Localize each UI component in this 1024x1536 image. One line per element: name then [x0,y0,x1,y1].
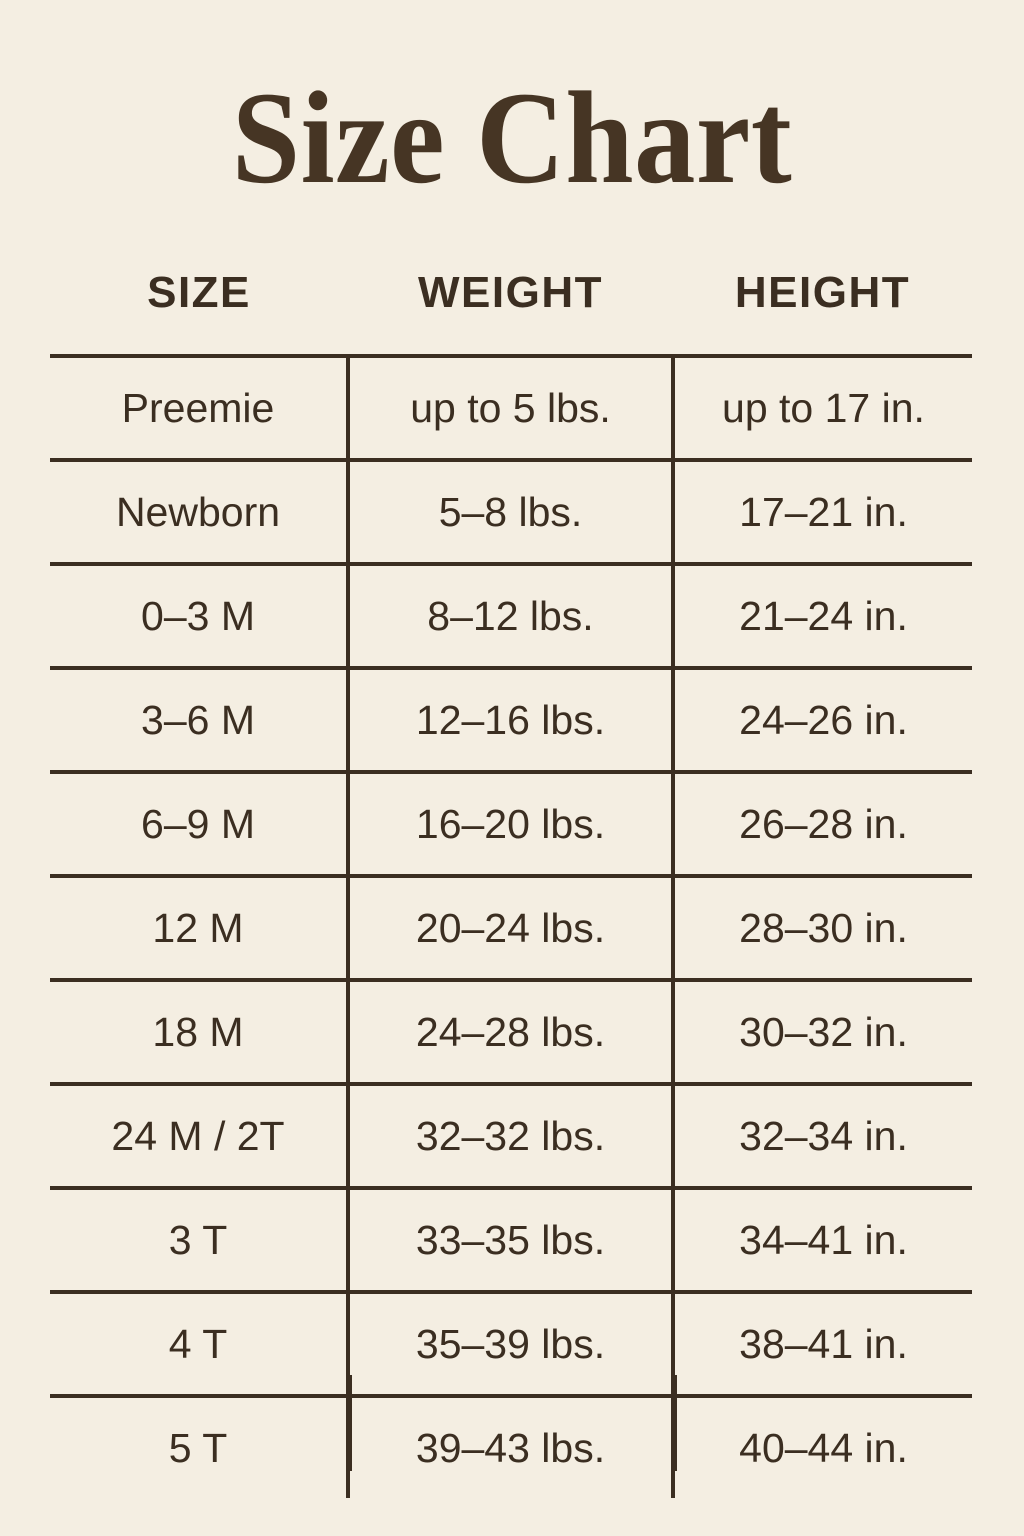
cell-size: 18 M [50,978,350,1084]
table-row: Newborn 5–8 lbs. 17–21 in. [50,458,972,564]
table-row: 6–9 M 16–20 lbs. 26–28 in. [50,770,972,876]
cell-height: 28–30 in. [673,874,972,980]
cell-height: 40–44 in. [673,1394,972,1498]
column-header-size: SIZE [147,268,251,317]
cell-height: 38–41 in. [673,1290,972,1396]
cell-weight: 5–8 lbs. [348,458,675,564]
table-header: SIZE WEIGHT HEIGHT [50,268,972,356]
cell-size: 3 T [50,1186,350,1292]
cell-size: 6–9 M [50,770,350,876]
cell-weight: 8–12 lbs. [348,562,675,668]
cell-weight: 33–35 lbs. [348,1186,675,1292]
table-row: 0–3 M 8–12 lbs. 21–24 in. [50,562,972,668]
cell-weight: 24–28 lbs. [348,978,675,1084]
cell-weight: 35–39 lbs. [348,1290,675,1396]
cell-size: 0–3 M [50,562,350,668]
cell-weight: 16–20 lbs. [348,770,675,876]
cell-size: 3–6 M [50,666,350,772]
cell-size: Newborn [50,458,350,564]
page-title: Size Chart [231,64,793,211]
cell-weight: up to 5 lbs. [348,354,675,460]
table-row: 3–6 M 12–16 lbs. 24–26 in. [50,666,972,772]
cell-size: 5 T [50,1394,350,1498]
cell-height: up to 17 in. [673,354,972,460]
table-row: 3 T 33–35 lbs. 34–41 in. [50,1186,972,1292]
cell-size: Preemie [50,354,350,460]
cell-height: 24–26 in. [673,666,972,772]
cell-height: 21–24 in. [673,562,972,668]
cell-height: 34–41 in. [673,1186,972,1292]
table-row: Preemie up to 5 lbs. up to 17 in. [50,354,972,460]
cell-height: 17–21 in. [673,458,972,564]
column-header-weight: WEIGHT [418,268,603,317]
cell-weight: 39–43 lbs. [348,1394,675,1498]
table-row: 4 T 35–39 lbs. 38–41 in. [50,1290,972,1396]
table-row: 24 M / 2T 32–32 lbs. 32–34 in. [50,1082,972,1188]
cell-height: 32–34 in. [673,1082,972,1188]
cell-height: 26–28 in. [673,770,972,876]
header-row: SIZE WEIGHT HEIGHT [50,268,972,356]
cell-weight: 20–24 lbs. [348,874,675,980]
table-body: Preemie up to 5 lbs. up to 17 in. Newbor… [50,354,972,1498]
size-chart-table: SIZE WEIGHT HEIGHT Preemie up to 5 lbs. … [50,268,972,1498]
table-row: 18 M 24–28 lbs. 30–32 in. [50,978,972,1084]
column-header-height: HEIGHT [734,268,911,317]
cell-weight: 32–32 lbs. [348,1082,675,1188]
cell-size: 4 T [50,1290,350,1396]
cell-size: 12 M [50,874,350,980]
cell-height: 30–32 in. [673,978,972,1084]
cell-size: 24 M / 2T [50,1082,350,1188]
table-row: 5 T 39–43 lbs. 40–44 in. [50,1394,972,1498]
table-row: 12 M 20–24 lbs. 28–30 in. [50,874,972,980]
cell-weight: 12–16 lbs. [348,666,675,772]
size-chart-table-wrap: SIZE WEIGHT HEIGHT Preemie up to 5 lbs. … [50,268,972,1498]
